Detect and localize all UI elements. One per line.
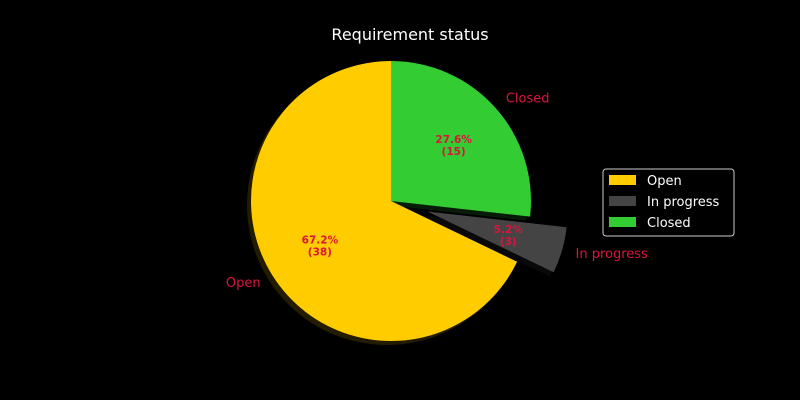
chart-title: Requirement status	[331, 25, 488, 44]
slice-labels: 67.2%(38) Open 5.2%(3) In progress 27.6%(15)…	[226, 91, 648, 291]
slice-count-in-progress: (3)	[500, 236, 517, 248]
legend-swatch-open	[609, 175, 636, 185]
slice-label-open: Open	[226, 276, 261, 291]
slice-count-closed: (15)	[442, 146, 466, 158]
legend-label-closed: Closed	[647, 216, 691, 231]
slice-percent-open: 67.2%	[302, 235, 339, 247]
legend-swatch-in-progress	[609, 196, 636, 206]
pie-slices	[250, 61, 567, 341]
pie-slice-in-progress	[427, 211, 567, 273]
slice-percent-closed: 27.6%	[435, 134, 472, 146]
slice-label-closed: Closed	[506, 91, 550, 106]
slice-count-open: (38)	[308, 247, 332, 259]
slice-label-in-progress: In progress	[575, 247, 648, 262]
legend: Open In progress Closed	[602, 168, 735, 237]
legend-label-in-progress: In progress	[647, 195, 720, 210]
legend-swatch-closed	[609, 217, 636, 227]
pie-slice-closed	[391, 61, 531, 217]
legend-label-open: Open	[647, 174, 682, 189]
pie-slice-open	[250, 61, 518, 341]
slice-percent-in-progress: 5.2%	[494, 224, 524, 236]
